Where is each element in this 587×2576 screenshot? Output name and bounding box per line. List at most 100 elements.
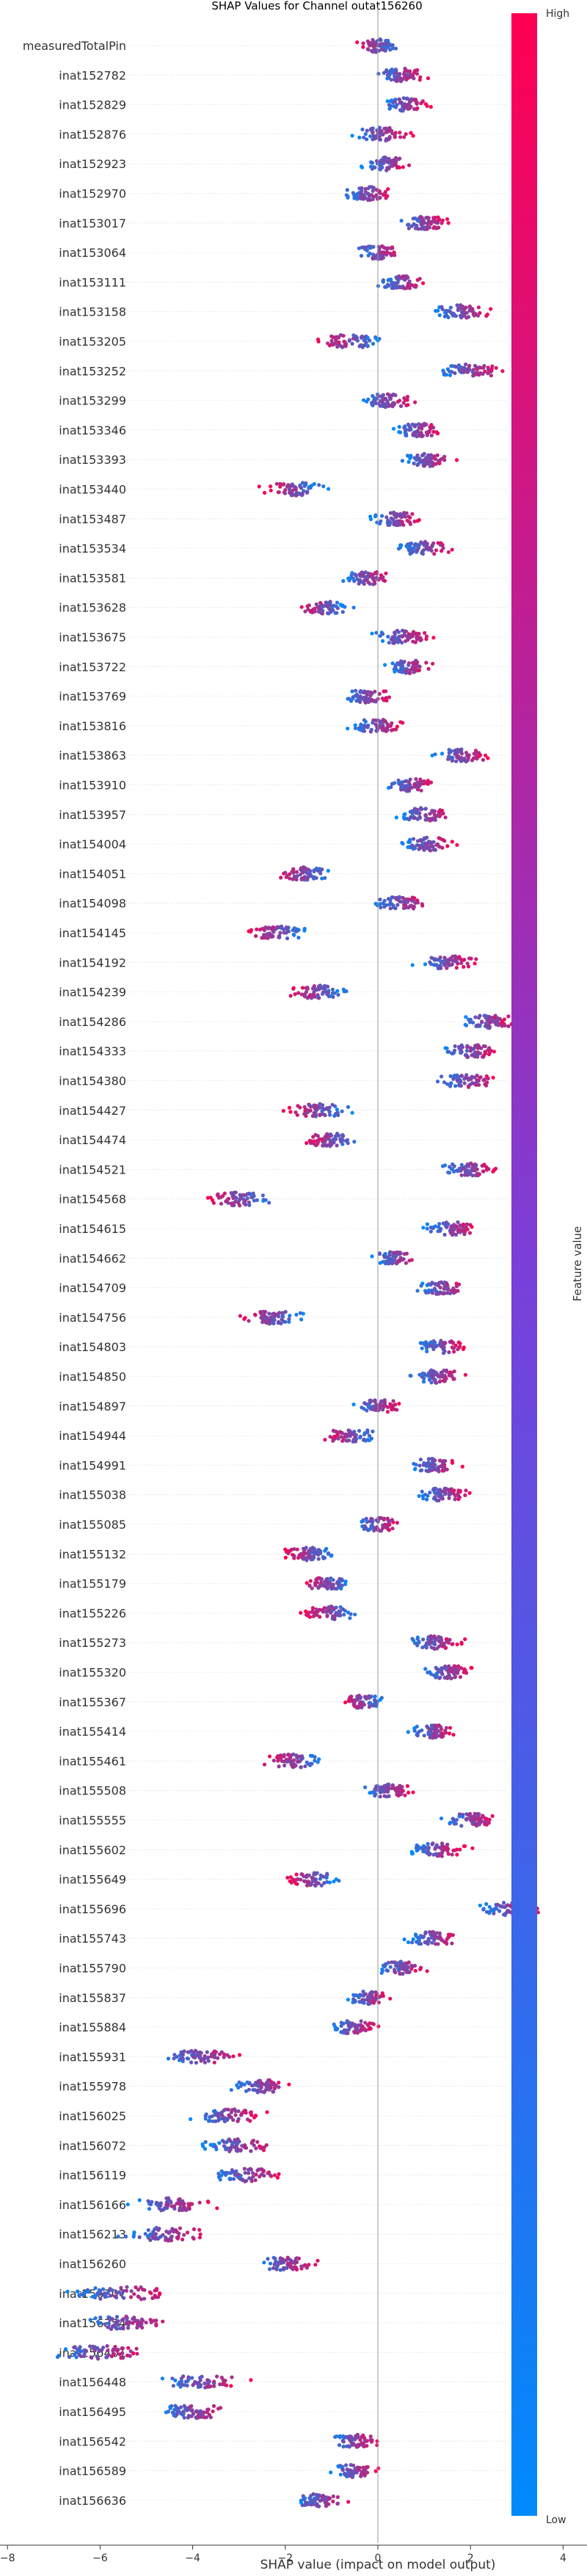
shap-point [441,837,445,843]
shap-point [166,2056,171,2061]
shap-point [400,840,404,845]
shap-point [472,1163,476,1167]
shap-point [299,1765,303,1769]
shap-point [415,102,419,106]
shap-point [406,784,411,788]
shap-point [388,898,393,903]
feature-label: inat155320 [59,1666,126,1680]
shap-point [409,809,414,814]
shap-point [477,1172,482,1176]
shap-point [395,903,400,907]
feature-label: inat156542 [59,2434,126,2448]
shap-point [234,2148,238,2153]
shap-point [420,99,425,103]
shap-point [362,335,367,339]
shap-point [354,688,358,693]
shap-point [465,1044,470,1049]
feature-label: inat152876 [59,128,126,142]
shap-point [489,307,493,311]
shap-point [416,218,421,222]
shap-point [373,1997,379,2001]
shap-point [313,1758,317,1763]
shap-point [299,605,304,609]
shap-point [362,1703,366,1707]
feature-label: inat153158 [59,305,126,319]
shap-point [312,1139,316,1143]
shap-point [189,2060,194,2064]
shap-point [229,1191,233,1196]
shap-point [478,1903,482,1907]
shap-point [484,753,488,757]
shap-point [378,1794,382,1799]
shap-point [438,1229,442,1233]
shap-point [371,393,375,399]
shap-point [254,2083,258,2087]
shap-point [481,1044,486,1048]
shap-point [408,815,413,820]
shap-point [401,895,405,900]
shap-point [271,2089,276,2094]
shap-point [494,365,498,370]
shap-point [431,1347,436,1351]
shap-point [335,600,340,605]
shap-point [185,2230,190,2235]
shap-point [447,1049,451,1054]
shap-point [305,1140,309,1146]
shap-point [431,840,436,844]
shap-point [475,1073,479,1078]
shap-point [433,848,438,852]
shap-point [221,1194,225,1198]
shap-point [486,1821,491,1825]
shap-point [477,1812,481,1816]
shap-point [419,1284,423,1288]
shap-point [381,575,385,580]
shap-point [393,512,397,517]
shap-point [440,1460,445,1465]
shap-point [390,1518,395,1522]
shap-point [470,370,475,374]
feature-label: inat155179 [59,1577,126,1591]
shap-point [418,1341,423,1345]
shap-point [467,753,471,757]
shap-point [388,1402,393,1406]
shap-point [292,874,296,878]
shap-point [390,721,394,726]
shap-point [288,1755,293,1761]
shap-point [506,1014,511,1019]
feature-label: inat154615 [59,1222,126,1236]
shap-point [361,573,365,578]
shap-point [385,1405,390,1409]
shap-point [405,395,410,399]
shap-point [274,481,279,486]
shap-point [322,604,327,608]
shap-point [376,2000,381,2005]
shap-point [254,2146,258,2150]
feature-label: inat155273 [59,1636,126,1650]
shap-point [378,898,382,902]
shap-point [186,2056,191,2061]
shap-point [471,1020,475,1025]
shap-point [420,459,425,464]
shap-point [448,373,453,377]
shap-point [370,631,374,636]
shap-point [449,1225,453,1229]
shap-point [362,691,366,695]
shap-point [370,1254,374,1259]
shap-point [441,811,445,816]
shap-point [371,37,375,42]
shap-point [381,255,386,260]
shap-point [193,2048,198,2053]
shap-point [430,809,434,813]
shap-point [427,1730,432,1734]
shap-point [222,2140,227,2144]
shap-point [446,1488,451,1492]
shap-point [400,520,404,524]
feature-label: inat153863 [59,749,126,763]
shap-point [326,868,330,873]
shap-point [432,552,437,556]
shap-point [469,1665,473,1670]
shap-point [466,964,471,969]
shap-point [368,246,372,250]
feature-label: inat152923 [59,157,126,171]
shap-point [382,1259,386,1265]
